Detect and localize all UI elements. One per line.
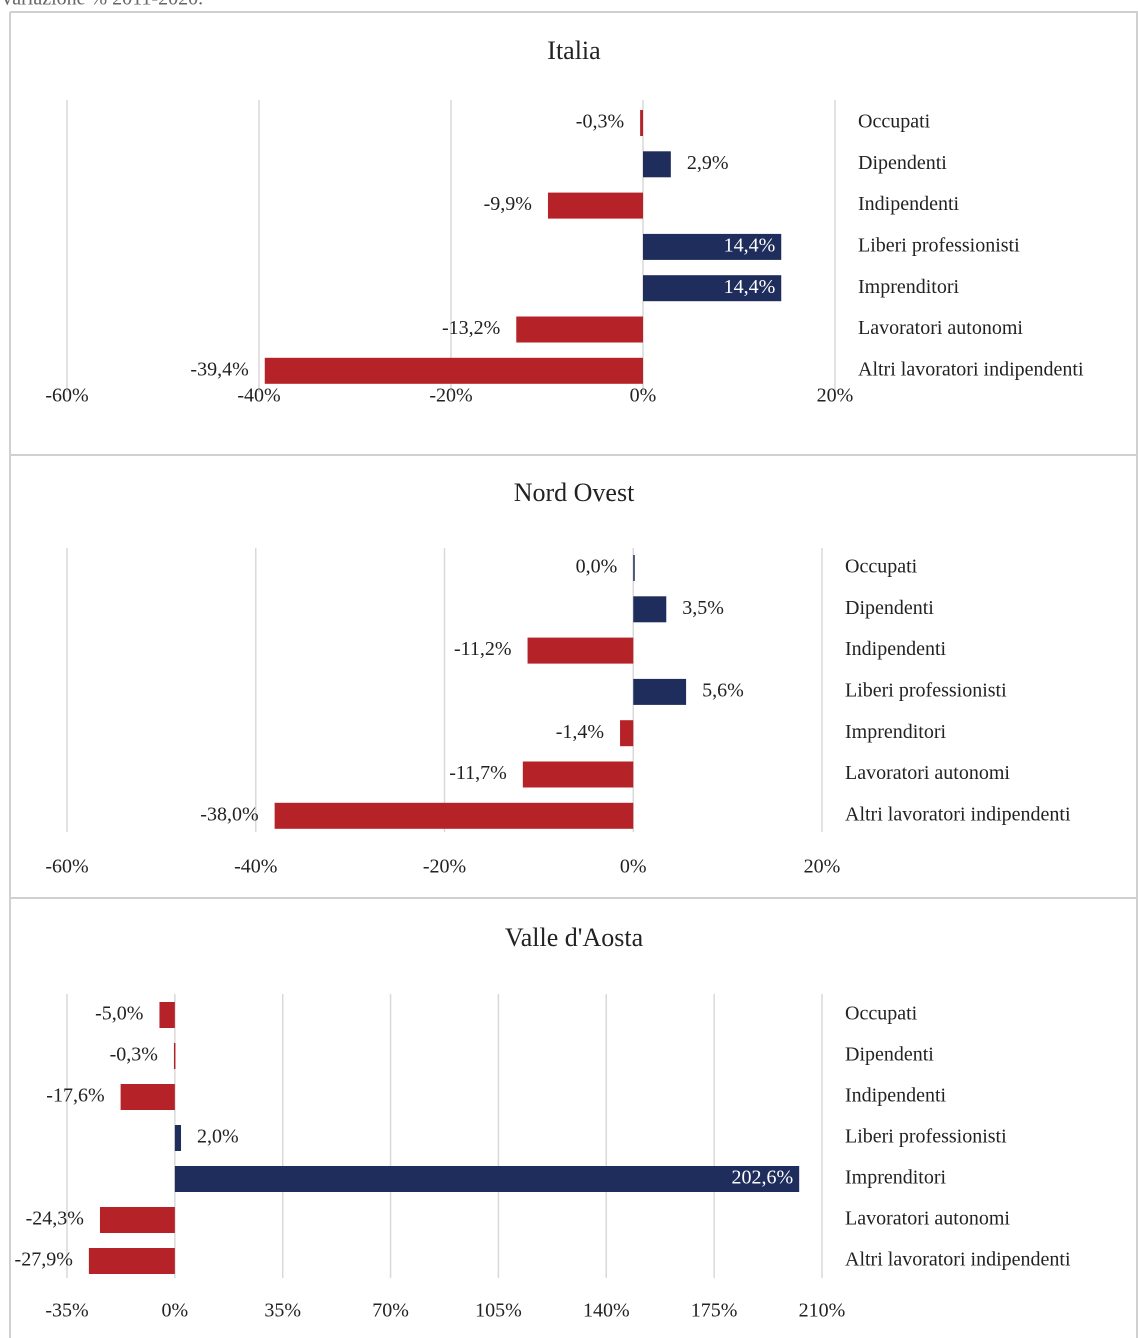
bar <box>120 1084 175 1110</box>
chart-title: Nord Ovest <box>514 478 635 507</box>
x-tick-label: 70% <box>372 1300 409 1322</box>
data-label: -24,3% <box>26 1208 84 1230</box>
data-label: -0,3% <box>110 1044 158 1066</box>
category-label: Liberi professionisti <box>845 1126 1007 1148</box>
bar <box>99 1207 175 1233</box>
x-tick-label: 140% <box>583 1300 630 1322</box>
bar <box>274 802 634 829</box>
data-label: -39,4% <box>190 358 248 380</box>
category-label: Occupati <box>858 111 931 133</box>
category-label: Indipendenti <box>845 638 947 660</box>
x-tick-label: 35% <box>264 1300 301 1322</box>
bar <box>174 1166 800 1192</box>
bar <box>527 637 634 664</box>
x-tick-label: -60% <box>45 385 88 407</box>
x-tick-label: -40% <box>237 385 280 407</box>
chart-title: Italia <box>547 36 601 65</box>
bar <box>159 1002 175 1028</box>
bar <box>640 110 643 136</box>
category-label: Altri lavoratori indipendenti <box>845 803 1071 825</box>
data-label: -1,4% <box>556 721 604 743</box>
x-tick-label: 210% <box>799 1300 846 1322</box>
data-label: -13,2% <box>442 317 500 339</box>
category-label: Occupati <box>845 556 918 578</box>
category-label: Imprenditori <box>858 276 960 298</box>
data-label: -11,2% <box>454 638 512 660</box>
data-label: 14,4% <box>724 276 776 298</box>
bar <box>643 275 782 302</box>
x-tick-label: -40% <box>234 856 277 878</box>
data-label: 3,5% <box>682 597 724 619</box>
category-label: Dipendenti <box>845 597 934 619</box>
x-tick-label: -35% <box>45 1300 88 1322</box>
caption: Variazione % 2011-2020. <box>0 0 203 10</box>
bar <box>516 316 643 343</box>
x-tick-label: 0% <box>630 385 657 407</box>
data-label: -11,7% <box>449 762 507 784</box>
x-tick-label: -20% <box>429 385 472 407</box>
category-label: Liberi professionisti <box>845 679 1007 701</box>
category-label: Occupati <box>845 1003 918 1025</box>
data-label: -17,6% <box>46 1085 104 1107</box>
bar <box>620 720 634 747</box>
data-label: 2,0% <box>197 1126 239 1148</box>
bar <box>173 1043 176 1069</box>
x-tick-label: -60% <box>45 856 88 878</box>
x-tick-label: 175% <box>691 1300 738 1322</box>
category-label: Altri lavoratori indipendenti <box>845 1249 1071 1271</box>
data-label: 5,6% <box>702 679 744 701</box>
category-label: Imprenditori <box>845 1167 947 1189</box>
bar <box>643 233 782 260</box>
data-label: -38,0% <box>200 803 258 825</box>
x-tick-label: 0% <box>162 1300 189 1322</box>
data-label: -27,9% <box>15 1249 73 1271</box>
chart-title: Valle d'Aosta <box>505 923 644 952</box>
x-tick-label: 20% <box>804 856 841 878</box>
bar <box>522 761 634 788</box>
category-label: Liberi professionisti <box>858 234 1020 256</box>
data-label: 14,4% <box>724 234 776 256</box>
bar <box>547 192 643 219</box>
bar <box>174 1125 182 1151</box>
category-label: Imprenditori <box>845 721 947 743</box>
bar <box>633 678 687 705</box>
data-label: 2,9% <box>687 152 729 174</box>
x-tick-label: 105% <box>475 1300 522 1322</box>
category-label: Lavoratori autonomi <box>845 762 1010 784</box>
data-label: 0,0% <box>576 556 618 578</box>
bar <box>643 151 671 178</box>
category-label: Lavoratori autonomi <box>858 317 1023 339</box>
category-label: Indipendenti <box>845 1085 947 1107</box>
category-label: Dipendenti <box>845 1044 934 1066</box>
category-label: Indipendenti <box>858 193 960 215</box>
bar <box>88 1248 175 1274</box>
bar <box>264 357 643 384</box>
category-label: Dipendenti <box>858 152 947 174</box>
data-label: 202,6% <box>732 1167 794 1189</box>
category-label: Altri lavoratori indipendenti <box>858 358 1084 380</box>
x-tick-label: 20% <box>817 385 854 407</box>
x-tick-label: -20% <box>423 856 466 878</box>
data-label: -5,0% <box>95 1003 143 1025</box>
data-label: -0,3% <box>576 111 624 133</box>
data-label: -9,9% <box>484 193 532 215</box>
category-label: Lavoratori autonomi <box>845 1208 1010 1230</box>
bar <box>633 555 635 581</box>
x-tick-label: 0% <box>620 856 647 878</box>
bar <box>633 596 667 623</box>
